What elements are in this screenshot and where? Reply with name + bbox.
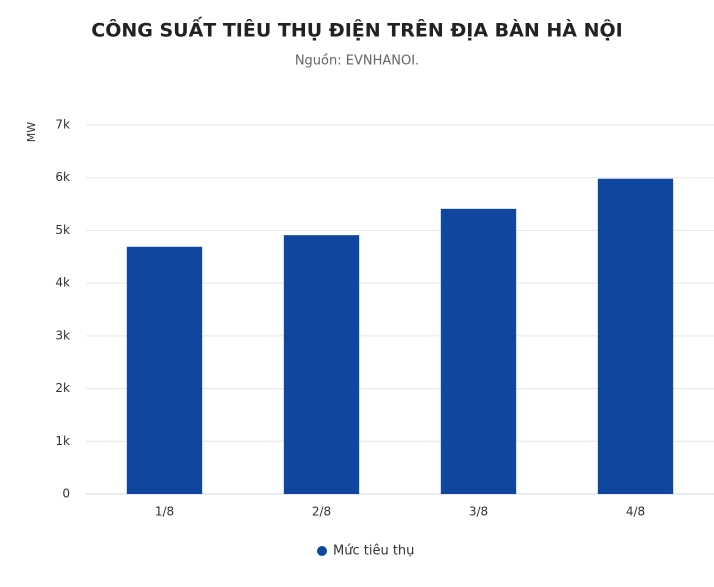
y-tick-label: 6k bbox=[55, 170, 70, 184]
y-tick-label: 4k bbox=[55, 276, 70, 290]
bar bbox=[126, 246, 203, 494]
y-tick-label: 7k bbox=[55, 118, 70, 132]
y-tick-label: 0 bbox=[62, 487, 70, 501]
y-axis-label: MW bbox=[25, 122, 38, 142]
x-tick-label: 1/8 bbox=[155, 505, 174, 519]
y-tick-label: 5k bbox=[55, 223, 70, 237]
x-tick-label: 2/8 bbox=[312, 505, 331, 519]
chart-subtitle: Nguồn: EVNHANOI. bbox=[295, 54, 419, 69]
y-tick-label: 3k bbox=[55, 328, 70, 342]
y-tick-label: 2k bbox=[55, 381, 70, 395]
legend-marker bbox=[317, 546, 327, 556]
bar bbox=[597, 178, 674, 495]
y-tick-label: 1k bbox=[55, 434, 70, 448]
bar bbox=[283, 235, 360, 494]
x-tick-label: 3/8 bbox=[469, 505, 488, 519]
x-tick-label: 4/8 bbox=[626, 505, 645, 519]
bar bbox=[440, 208, 517, 494]
legend-label: Mức tiêu thụ bbox=[333, 544, 414, 559]
chart-title: CÔNG SUẤT TIÊU THỤ ĐIỆN TRÊN ĐỊA BÀN HÀ … bbox=[91, 16, 622, 42]
